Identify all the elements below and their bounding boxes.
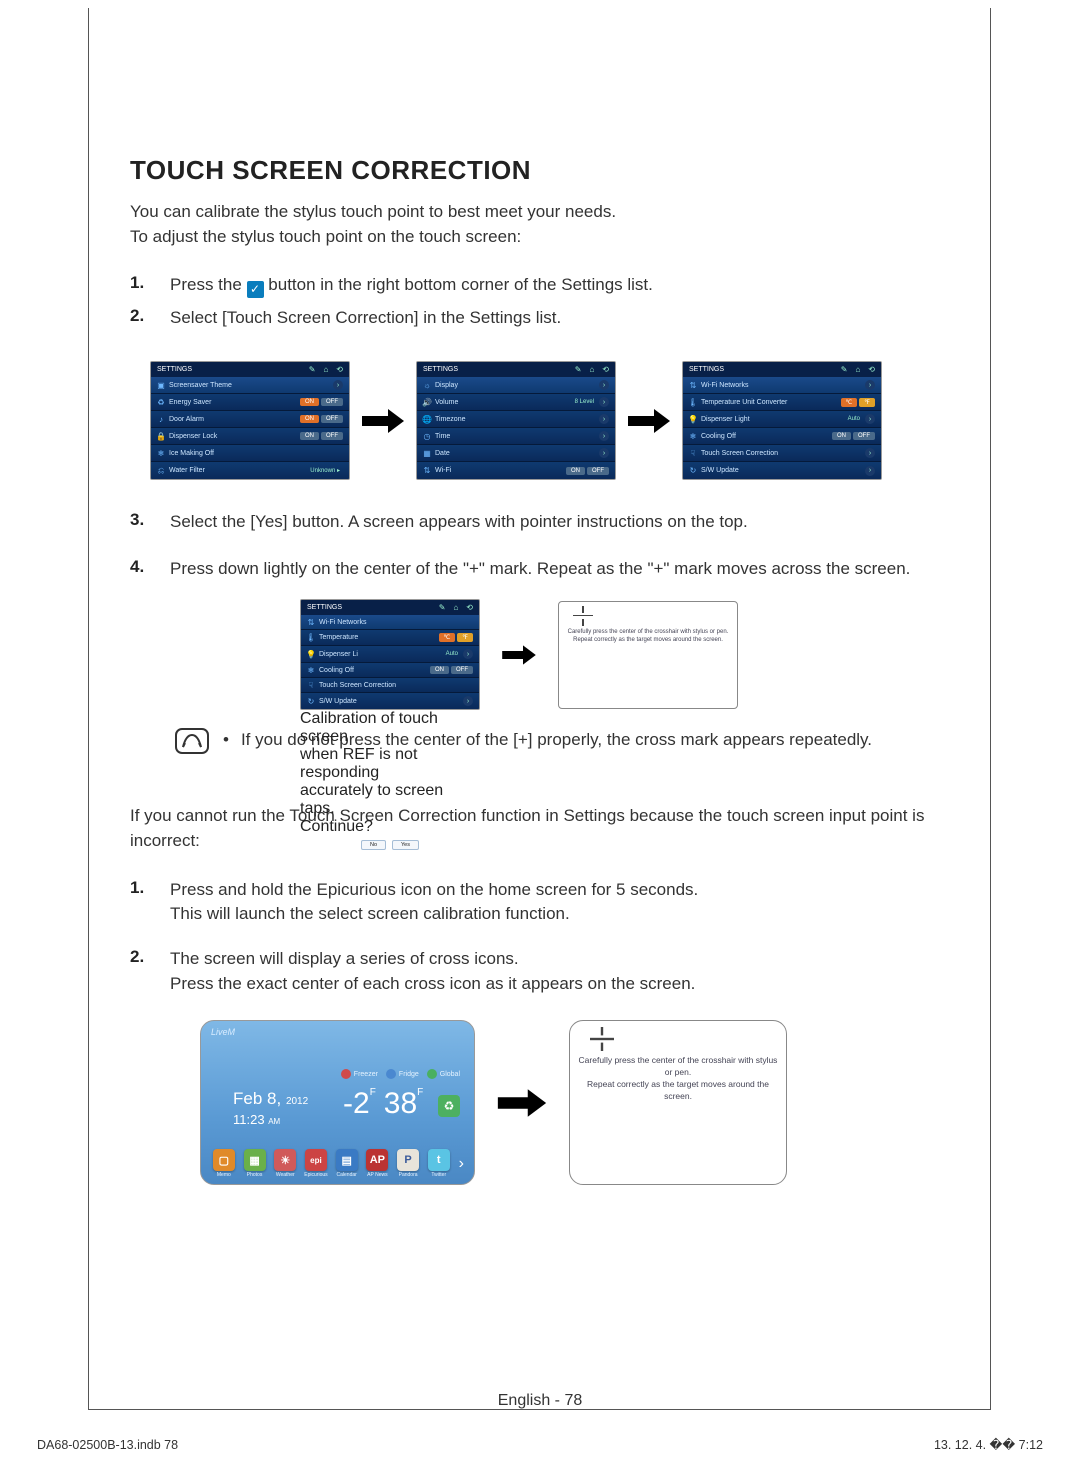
calendar-icon: ▦ [423,449,431,457]
screens-row-2: SETTINGS ✎⌂⟲ ⇅Wi-Fi Networks 🌡Temperatur… [300,599,963,710]
globe-icon: 🌐 [423,415,431,423]
back-icon[interactable]: ⟲ [336,365,343,374]
bulb-icon: 💡 [689,415,697,423]
date-display: Feb 8, 2012 11:23 AM [233,1089,308,1127]
arrow-icon [502,645,536,664]
page-content: TOUCH SCREEN CORRECTION You can calibrat… [130,155,963,1185]
step-number: 1. [130,273,170,298]
settings-panel-dialog: SETTINGS ✎⌂⟲ ⇅Wi-Fi Networks 🌡Temperatur… [300,599,480,710]
intro-line-2: To adjust the stylus touch point on the … [130,225,963,250]
page-number: English - 78 [0,1392,1080,1410]
step-text: The screen will display a series of cros… [170,947,963,996]
dock-app-twitter[interactable]: tTwitter [426,1149,452,1178]
arrow-icon [628,409,670,433]
wifi-icon: ⇅ [423,467,431,475]
edit-icon[interactable]: ✎ [309,365,316,374]
app-dock: ▢Memo▦Photos☀WeatherepiEpicurious▤Calend… [211,1149,464,1178]
intro-line-1: You can calibrate the stylus touch point… [130,200,963,225]
intro-block: You can calibrate the stylus touch point… [130,200,963,249]
fridge-icon [386,1069,396,1079]
note-block: If you do not press the center of the [+… [175,728,963,754]
clock-icon: ◷ [423,432,431,440]
down-check-icon: ✓ [247,281,264,298]
lock-icon: 🔒 [157,432,165,440]
home-icon[interactable]: ⌂ [453,603,458,612]
dock-app-ap news[interactable]: APAP News [365,1149,391,1178]
dock-app-epicurious[interactable]: epiEpicurious [303,1149,329,1178]
step-text: Select [Touch Screen Correction] in the … [170,306,963,331]
arrow-icon [498,1089,546,1117]
edit-icon[interactable]: ✎ [575,365,582,374]
dock-app-photos[interactable]: ▦Photos [242,1149,268,1178]
brand-label: LiveM [211,1027,235,1037]
step-text: Select the [Yes] button. A screen appear… [170,510,963,535]
step-number: 3. [130,510,170,535]
wifi-icon: ⇅ [689,381,697,389]
ice-icon: ❄ [157,449,165,457]
image-icon: ▣ [157,381,165,389]
steps-list-2: 3. Select the [Yes] button. A screen app… [130,510,963,581]
step-text: Press the ✓ button in the right bottom c… [170,273,963,298]
step-number: 2. [130,947,170,996]
edit-icon[interactable]: ✎ [439,603,446,612]
calibration-screen: Carefully press the center of the crossh… [558,601,738,709]
paragraph-fallback: If you cannot run the Touch Screen Corre… [130,804,963,853]
home-icon[interactable]: ⌂ [323,365,328,374]
status-chips: Freezer Fridge Global [341,1069,460,1079]
footer-timestamp: 13. 12. 4. �� 7:12 [934,1437,1043,1452]
yes-button[interactable]: Yes [392,840,419,850]
dock-app-weather[interactable]: ☀Weather [272,1149,298,1178]
brightness-icon: ☼ [423,381,431,389]
step-text: Press and hold the Epicurious icon on th… [170,878,963,927]
volume-icon: 🔊 [423,398,431,406]
home-icon[interactable]: ⌂ [589,365,594,374]
header-icons: ✎ ⌂ ⟲ [309,365,343,374]
calibration-screen-large: Carefully press the center of the crossh… [569,1020,787,1185]
panel-header: SETTINGS ✎ ⌂ ⟲ [151,362,349,377]
dock-app-memo[interactable]: ▢Memo [211,1149,237,1178]
back-icon[interactable]: ⟲ [868,365,875,374]
leaf-icon: ♻ [157,398,165,406]
settings-panel-1: SETTINGS ✎ ⌂ ⟲ ▣Screensaver Theme› ♻Ener… [150,361,350,480]
global-icon [427,1069,437,1079]
page-title: TOUCH SCREEN CORRECTION [130,155,963,186]
settings-panel-3: SETTINGS ✎⌂⟲ ⇅Wi-Fi Networks› 🌡Temperatu… [682,361,882,480]
edit-icon[interactable]: ✎ [841,365,848,374]
step-number: 2. [130,306,170,331]
temps-display: -2F 38F [343,1087,423,1121]
step-number: 1. [130,878,170,927]
note-icon [175,728,209,754]
arrow-icon [362,409,404,433]
steps-list-3: 1. Press and hold the Epicurious icon on… [130,878,963,997]
freezer-icon [341,1069,351,1079]
dock-app-pandora[interactable]: PPandora [395,1149,421,1178]
back-icon[interactable]: ⟲ [602,365,609,374]
footer-indb: DA68-02500B-13.indb 78 [37,1438,178,1452]
back-icon[interactable]: ⟲ [466,603,473,612]
steps-list-1: 1. Press the ✓ button in the right botto… [130,273,963,331]
chevron-icon[interactable]: › [333,380,343,390]
screens-row-3: LiveM Freezer Fridge Global Feb 8, 2012 … [200,1020,963,1185]
crosshair-icon [573,606,593,626]
screens-row-1: SETTINGS ✎ ⌂ ⟲ ▣Screensaver Theme› ♻Ener… [150,361,963,480]
eco-icon[interactable]: ♻ [438,1095,460,1117]
update-icon: ↻ [689,467,697,475]
dock-next-icon[interactable]: › [459,1155,464,1173]
confirm-dialog: Calibration of touch screen when REF is … [300,710,480,850]
crosshair-icon [590,1027,614,1051]
snowflake-icon: ❄ [689,432,697,440]
home-screen-mock: LiveM Freezer Fridge Global Feb 8, 2012 … [200,1020,475,1185]
home-icon[interactable]: ⌂ [855,365,860,374]
dock-app-calendar[interactable]: ▤Calendar [334,1149,360,1178]
thermometer-icon: 🌡 [689,398,697,406]
settings-panel-2: SETTINGS ✎⌂⟲ ☼Display› 🔊Volume8 Level› 🌐… [416,361,616,480]
step-text: Press down lightly on the center of the … [170,557,963,582]
bell-icon: ♪ [157,415,165,423]
filter-icon: ⎌ [157,467,165,475]
step-number: 4. [130,557,170,582]
touch-icon: ☟ [689,449,697,457]
no-button[interactable]: No [361,840,386,850]
